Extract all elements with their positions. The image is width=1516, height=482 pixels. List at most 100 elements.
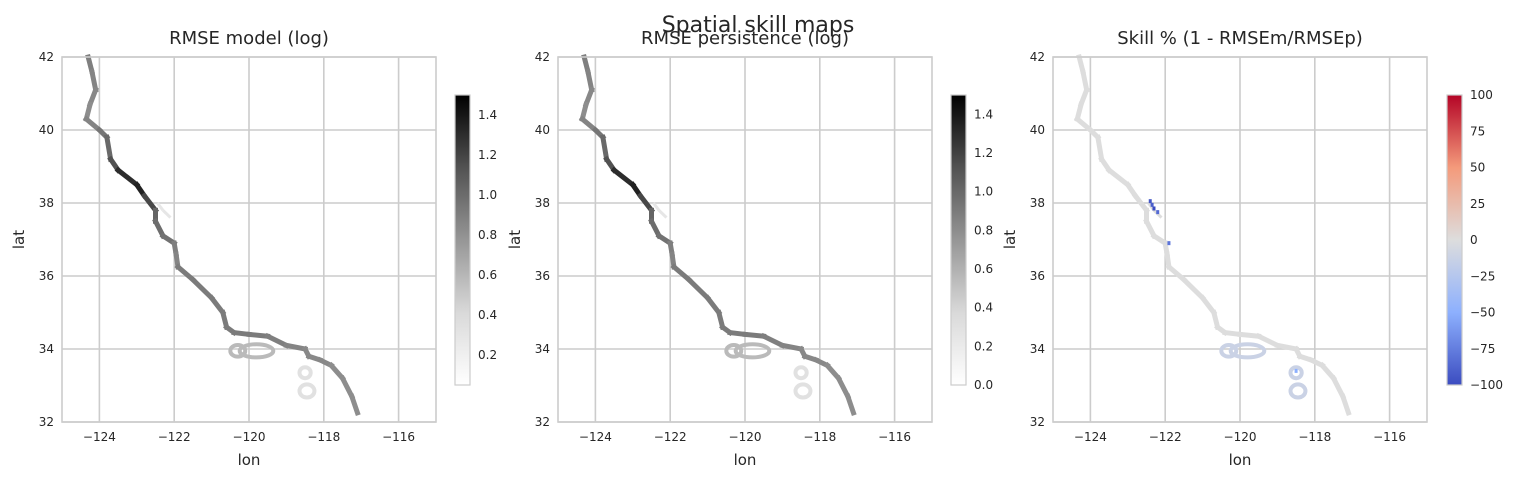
y-tick-label: 36 bbox=[1030, 269, 1045, 283]
x-tick-label: −116 bbox=[1373, 430, 1406, 444]
coast-segment bbox=[1237, 331, 1262, 339]
colorbar-tick-label: −25 bbox=[1470, 269, 1495, 283]
skill-cell bbox=[1294, 368, 1298, 373]
x-tick-label: −120 bbox=[729, 430, 762, 444]
island-ring bbox=[228, 342, 248, 359]
y-tick-label: 40 bbox=[535, 123, 550, 137]
coast-segment bbox=[1079, 68, 1090, 93]
island-ring bbox=[297, 365, 313, 381]
colorbar-tick-label: 1.4 bbox=[974, 107, 993, 121]
skill-cell bbox=[1152, 206, 1156, 211]
colorbar-tick-label: −50 bbox=[1470, 306, 1495, 320]
skill-cell bbox=[1156, 210, 1160, 215]
coast-segment bbox=[1318, 361, 1338, 382]
island-ring bbox=[793, 382, 813, 400]
coast-segment bbox=[610, 166, 637, 189]
coast-segment bbox=[1255, 332, 1281, 349]
coast-segment bbox=[823, 361, 843, 382]
coast-segment bbox=[1199, 294, 1218, 317]
y-axis-label: lat bbox=[1001, 230, 1019, 249]
x-tick-label: −122 bbox=[158, 430, 191, 444]
skill-cell bbox=[1150, 202, 1154, 207]
coast-segment bbox=[231, 329, 252, 338]
x-tick-label: −116 bbox=[382, 430, 415, 444]
island-ring bbox=[1288, 382, 1308, 400]
coast-segment bbox=[1094, 134, 1105, 163]
coast-segment bbox=[189, 276, 216, 302]
coast-segment bbox=[264, 332, 290, 349]
axes-frame bbox=[61, 56, 437, 423]
coast-segment bbox=[1077, 86, 1090, 108]
x-axis-label: lon bbox=[1229, 451, 1252, 469]
x-tick-label: −124 bbox=[579, 430, 612, 444]
coast-segment bbox=[599, 134, 610, 163]
coast-segment bbox=[727, 329, 748, 338]
colorbar bbox=[1446, 94, 1463, 386]
colorbar-tick-label: 100 bbox=[1470, 88, 1493, 102]
y-tick-label: 34 bbox=[39, 342, 54, 356]
coast-segment bbox=[114, 166, 141, 189]
y-tick-label: 34 bbox=[1030, 342, 1045, 356]
panel-title: Skill % (1 - RMSEm/RMSEp) bbox=[1117, 28, 1363, 49]
panel-title: RMSE persistence (log) bbox=[641, 28, 849, 49]
x-tick-label: −118 bbox=[307, 430, 340, 444]
y-tick-label: 38 bbox=[1030, 196, 1045, 210]
colorbar-tick-label: 25 bbox=[1470, 197, 1485, 211]
bay-segment bbox=[657, 209, 668, 219]
y-axis-label: lat bbox=[10, 230, 28, 249]
y-tick-label: 40 bbox=[39, 123, 54, 137]
coast-segment bbox=[760, 332, 786, 349]
y-tick-label: 42 bbox=[39, 50, 54, 64]
coast-segment bbox=[1076, 53, 1086, 75]
y-tick-label: 40 bbox=[1030, 123, 1045, 137]
y-tick-label: 34 bbox=[535, 342, 550, 356]
y-tick-label: 42 bbox=[535, 50, 550, 64]
panel-title: RMSE model (log) bbox=[169, 28, 329, 49]
y-tick-label: 38 bbox=[39, 196, 54, 210]
coast-segment bbox=[85, 53, 95, 75]
colorbar-tick-label: 0 bbox=[1470, 233, 1478, 247]
colorbar-tick-label: 0.8 bbox=[478, 228, 497, 242]
colorbar bbox=[454, 94, 471, 386]
colorbar-tick-label: 1.0 bbox=[478, 188, 497, 202]
coast-segment bbox=[1330, 374, 1347, 400]
coast-segment bbox=[82, 115, 103, 134]
y-tick-label: 36 bbox=[535, 269, 550, 283]
y-tick-label: 32 bbox=[1030, 415, 1045, 429]
coast-segment bbox=[582, 86, 595, 108]
coast-segment bbox=[581, 53, 591, 75]
colorbar-tick-label: 0.2 bbox=[478, 348, 497, 362]
colorbar-tick-label: 0.6 bbox=[974, 262, 993, 276]
island-ring bbox=[724, 342, 744, 359]
panel-3: −124 −122 −120 −118 −116 32 34 36 38 40 42 Skill % … bbox=[1001, 28, 1503, 469]
island-ring bbox=[237, 342, 276, 360]
x-tick-label: −122 bbox=[654, 430, 687, 444]
colorbar-tick-label: 1.2 bbox=[974, 146, 993, 160]
coast-segment bbox=[742, 331, 767, 339]
colorbar-tick-label: 0.4 bbox=[974, 301, 993, 315]
coast-segment bbox=[835, 374, 852, 400]
y-tick-label: 32 bbox=[535, 415, 550, 429]
y-axis-label: lat bbox=[506, 230, 524, 249]
coast-segment bbox=[246, 331, 271, 339]
panels: −124 −122 −120 −118 −116 32 34 36 38 40 42 RMSE mod… bbox=[10, 28, 1503, 469]
y-tick-label: 38 bbox=[535, 196, 550, 210]
colorbar-tick-label: 1.0 bbox=[974, 185, 993, 199]
bay-segment bbox=[652, 202, 661, 212]
island-ring bbox=[297, 382, 317, 400]
coast-segment bbox=[88, 68, 99, 93]
x-tick-label: −118 bbox=[803, 430, 836, 444]
panel-1: −124 −122 −120 −118 −116 32 34 36 38 40 42 RMSE mod… bbox=[10, 28, 497, 469]
coast-segment bbox=[584, 68, 595, 93]
coast-segment bbox=[208, 294, 227, 317]
x-axis-label: lon bbox=[238, 451, 261, 469]
coast-segment bbox=[1339, 393, 1352, 417]
island-ring bbox=[793, 365, 809, 381]
coast-segment bbox=[1105, 166, 1132, 189]
skill-cell bbox=[1148, 199, 1152, 204]
coast-segment bbox=[578, 115, 599, 134]
coast-segment bbox=[704, 294, 723, 317]
colorbar-tick-label: −100 bbox=[1470, 378, 1503, 392]
coast-segment bbox=[103, 134, 114, 163]
coast-segment bbox=[348, 393, 361, 417]
